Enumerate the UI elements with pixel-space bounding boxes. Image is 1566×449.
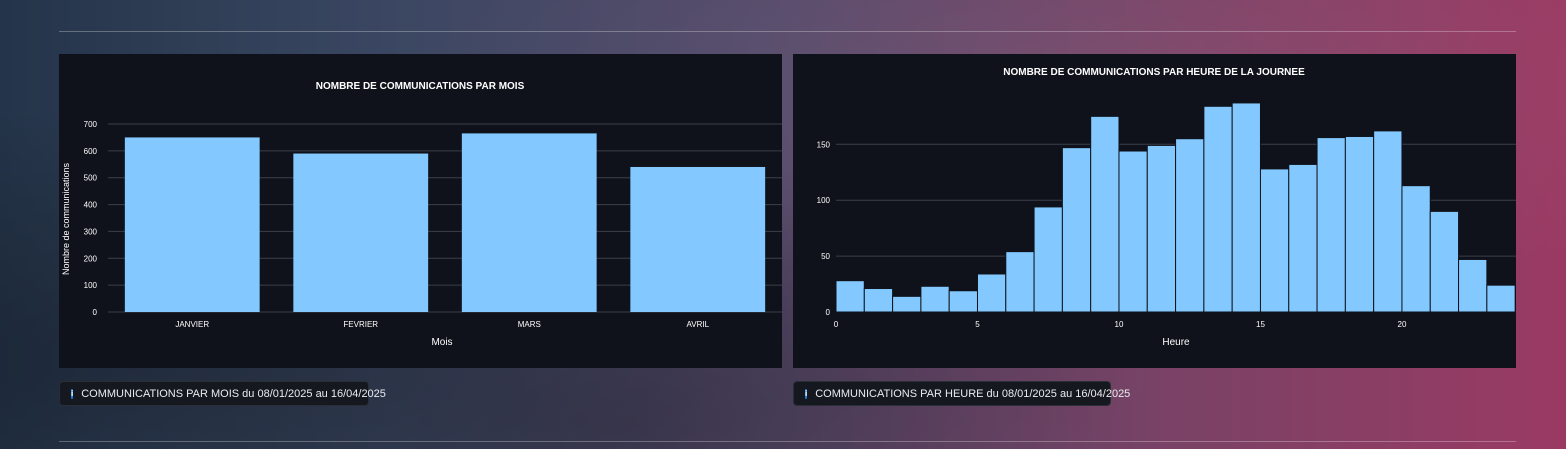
monthly-info-note: i COMMUNICATIONS PAR MOIS du 08/01/2025 … bbox=[59, 381, 386, 406]
histogram-bar bbox=[835, 280, 865, 313]
bar bbox=[293, 153, 429, 312]
y-tick-label: 50 bbox=[821, 252, 830, 261]
y-tick-label: 700 bbox=[84, 120, 98, 129]
histogram-bar bbox=[1175, 138, 1205, 313]
x-tick-label: 0 bbox=[834, 320, 839, 329]
info-icon: i bbox=[805, 388, 808, 399]
y-tick-label: 0 bbox=[826, 308, 831, 317]
monthly-bar-chart: NOMBRE DE COMMUNICATIONS PAR MOIS 0 100 20… bbox=[61, 81, 782, 348]
x-tick-label: JANVIER bbox=[175, 320, 209, 329]
chart-title: NOMBRE DE COMMUNICATIONS PAR MOIS bbox=[316, 81, 525, 92]
y-tick-label: 300 bbox=[84, 227, 98, 236]
x-tick-label: MARS bbox=[518, 320, 541, 329]
histogram-bar bbox=[892, 295, 922, 313]
histogram-bar bbox=[1373, 130, 1403, 313]
histogram-bar bbox=[1033, 206, 1063, 313]
bar bbox=[124, 137, 260, 312]
histogram-bar bbox=[1401, 185, 1431, 313]
histogram-bar bbox=[1146, 144, 1177, 313]
histogram-bar bbox=[976, 273, 1007, 313]
y-tick-label: 100 bbox=[84, 281, 98, 290]
x-tick-label: FEVRIER bbox=[343, 320, 378, 329]
y-axis-label: Nombre de communications bbox=[61, 162, 71, 275]
info-icon: i bbox=[71, 388, 74, 399]
histogram-bar bbox=[1005, 251, 1035, 313]
top-divider bbox=[59, 31, 1516, 32]
bar bbox=[461, 133, 597, 312]
chart-title: NOMBRE DE COMMUNICATIONS PAR HEURE DE LA… bbox=[1003, 67, 1305, 78]
histogram-bar bbox=[1316, 137, 1346, 313]
monthly-note-text: COMMUNICATIONS PAR MOIS du 08/01/2025 au… bbox=[81, 387, 386, 400]
y-tick-label: 600 bbox=[84, 147, 98, 156]
histogram-bar bbox=[1288, 163, 1318, 313]
x-tick-label: 10 bbox=[1115, 320, 1124, 329]
histogram-bar bbox=[1344, 135, 1375, 313]
x-tick-label: 20 bbox=[1398, 320, 1407, 329]
monthly-chart-panel: NOMBRE DE COMMUNICATIONS PAR MOIS 0 100 20… bbox=[59, 54, 782, 368]
histogram-bar bbox=[1458, 258, 1488, 313]
histogram-bar bbox=[1259, 168, 1290, 313]
histogram-bar bbox=[863, 288, 894, 313]
histogram-bar bbox=[1061, 147, 1092, 313]
y-tick-label: 100 bbox=[817, 196, 831, 205]
y-tick-label: 0 bbox=[93, 308, 98, 317]
hourly-chart-panel: NOMBRE DE COMMUNICATIONS PAR HEURE DE LA… bbox=[793, 54, 1516, 368]
bottom-divider bbox=[59, 441, 1516, 442]
histogram-bar bbox=[1203, 105, 1233, 313]
y-tick-label: 150 bbox=[817, 140, 831, 149]
histogram-bar bbox=[1429, 210, 1460, 313]
x-tick-label: 15 bbox=[1256, 320, 1265, 329]
histogram-bar bbox=[1486, 284, 1516, 313]
x-axis-label: Heure bbox=[1162, 337, 1190, 348]
histogram-bar bbox=[1090, 115, 1120, 313]
hourly-histogram-chart: NOMBRE DE COMMUNICATIONS PAR HEURE DE LA… bbox=[817, 67, 1516, 348]
histogram-bar bbox=[1118, 150, 1148, 313]
y-tick-label: 500 bbox=[84, 174, 98, 183]
y-tick-label: 200 bbox=[84, 254, 98, 263]
x-axis-label: Mois bbox=[431, 337, 452, 348]
x-tick-label: 5 bbox=[975, 320, 980, 329]
hourly-note-text: COMMUNICATIONS PAR HEURE du 08/01/2025 a… bbox=[815, 387, 1131, 400]
hourly-info-note: i COMMUNICATIONS PAR HEURE du 08/01/2025… bbox=[793, 381, 1130, 406]
y-tick-label: 400 bbox=[84, 201, 98, 210]
histogram-bar bbox=[948, 290, 978, 313]
bar bbox=[630, 166, 766, 312]
x-tick-label: AVRIL bbox=[686, 320, 709, 329]
histogram-bar bbox=[920, 285, 950, 313]
histogram-bar bbox=[1231, 102, 1261, 313]
